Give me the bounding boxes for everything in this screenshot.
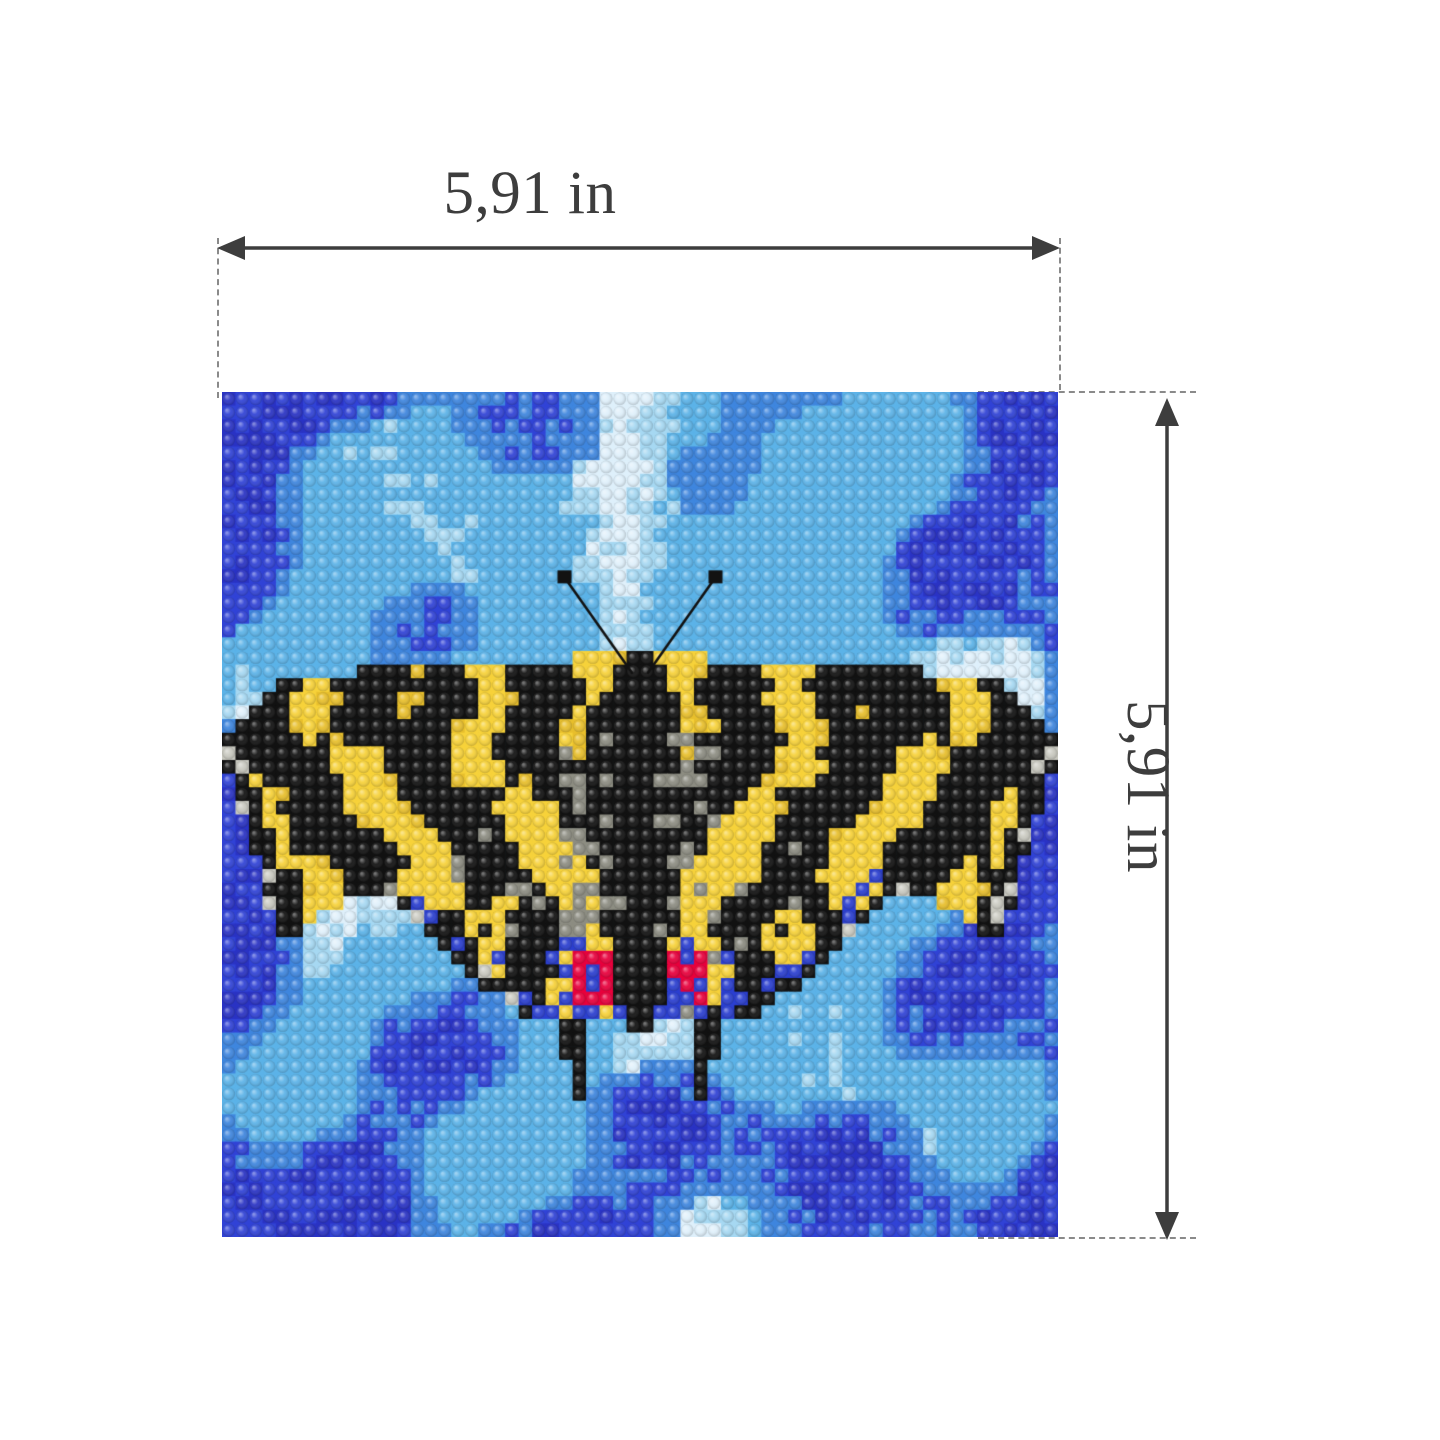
extension-line-right bbox=[1059, 238, 1061, 390]
product-artwork-canvas bbox=[222, 392, 1058, 1237]
extension-line-bottom bbox=[978, 1237, 1196, 1239]
width-dimension-arrow bbox=[217, 228, 1060, 268]
width-dimension-label: 5,91 in bbox=[443, 160, 617, 227]
bead-mosaic bbox=[222, 392, 1058, 1237]
extension-line-left bbox=[217, 238, 219, 398]
height-dimension-arrow bbox=[1147, 398, 1187, 1240]
extension-line-top bbox=[978, 391, 1196, 393]
